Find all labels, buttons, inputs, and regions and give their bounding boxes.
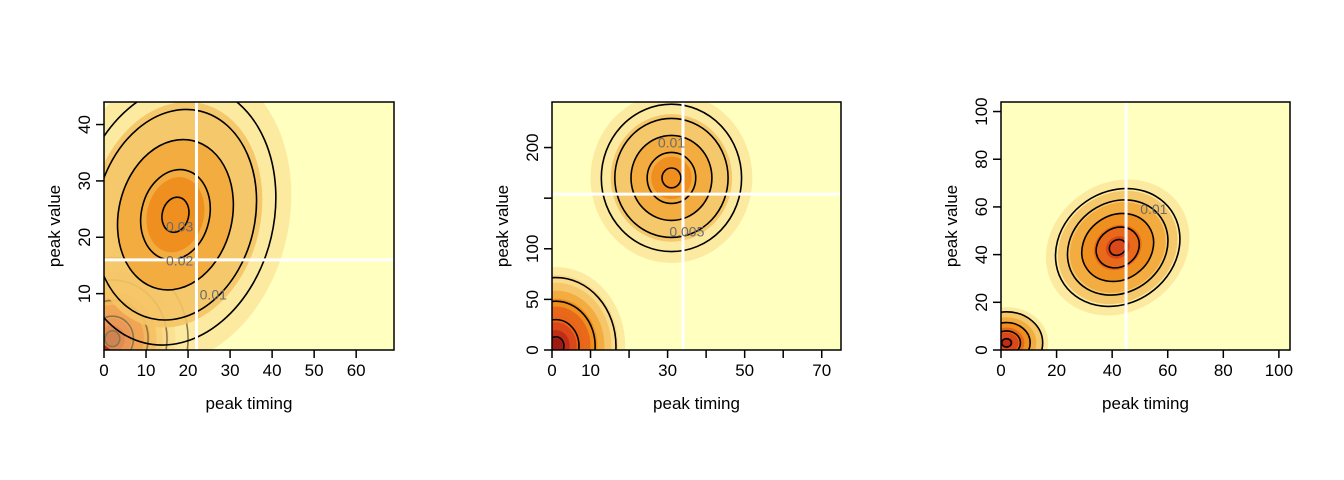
contour-line xyxy=(661,167,682,189)
x-tick-label: 10 xyxy=(137,361,156,380)
y-tick-label: 30 xyxy=(75,171,94,190)
y-tick-label: 100 xyxy=(523,235,542,263)
contour-label: 0.02 xyxy=(166,252,193,268)
contour-line xyxy=(552,335,565,350)
contour-line xyxy=(116,138,235,291)
contour-line xyxy=(552,276,617,350)
plot-area: 0.01 xyxy=(1001,102,1190,350)
x-tick-label: 0 xyxy=(996,361,1005,380)
panel-1: 0.03 0.02 0.01 0 10 20 30 40 50 60 10 20 30 40 peak ti… xyxy=(45,101,395,413)
density-mode-2 xyxy=(590,102,753,263)
y-axis-title: peak value xyxy=(493,185,512,267)
y-tick-label: 20 xyxy=(75,228,94,247)
x-tick-label: 40 xyxy=(263,361,282,380)
contour-line xyxy=(1001,330,1022,350)
x-tick-label: 20 xyxy=(1047,361,1066,380)
contour-line xyxy=(1095,226,1141,269)
contour-line xyxy=(104,108,258,321)
y-tick-label: 10 xyxy=(75,284,94,303)
contour-line xyxy=(1054,187,1181,308)
contour-label: 0.03 xyxy=(166,219,193,235)
density-mode-1 xyxy=(552,267,626,350)
x-tick-label: 70 xyxy=(812,361,831,380)
x-axis-title: peak timing xyxy=(1102,394,1189,413)
x-tick-label: 50 xyxy=(305,361,324,380)
x-tick-label: 100 xyxy=(1265,361,1293,380)
plot-frame xyxy=(103,101,395,351)
y-tick-label: 20 xyxy=(972,293,991,312)
contour-line xyxy=(1001,311,1044,350)
density-band xyxy=(552,338,563,350)
x-tick-label: 30 xyxy=(658,361,677,380)
contour-line xyxy=(552,300,596,350)
contour-line xyxy=(1066,199,1169,296)
y-tick-label: 60 xyxy=(972,197,991,216)
plot-area: 0.03 0.02 0.01 xyxy=(104,102,394,350)
panel-2: 0.01 0.005 0 10 30 50 70 0 50 100 200 peak timing pe… xyxy=(493,101,842,413)
x-tick-label: 80 xyxy=(1214,361,1233,380)
contour-label: 0.01 xyxy=(658,135,685,151)
x-tick-label: 60 xyxy=(1158,361,1177,380)
x-tick-label: 30 xyxy=(221,361,240,380)
x-tick-label: 60 xyxy=(347,361,366,380)
contour-label: 0.01 xyxy=(1140,201,1167,217)
plot-frame xyxy=(551,101,842,351)
x-tick-label: 0 xyxy=(99,361,108,380)
density-mode-1 xyxy=(1001,307,1049,350)
y-tick-label: 40 xyxy=(75,115,94,134)
density-mode-2 xyxy=(1045,179,1190,316)
contour-label: 0.005 xyxy=(669,224,704,240)
y-axis-title: peak value xyxy=(45,185,64,267)
density-mode-2 xyxy=(104,102,292,350)
x-tick-label: 20 xyxy=(179,361,198,380)
density-band xyxy=(146,177,205,253)
plot-frame xyxy=(1000,101,1291,351)
contour-line xyxy=(1081,212,1155,283)
y-tick-label: 50 xyxy=(523,290,542,309)
contour-line xyxy=(104,102,277,346)
plot-area: 0.01 0.005 xyxy=(552,102,841,350)
y-tick-label: 40 xyxy=(972,245,991,264)
contour-line xyxy=(1001,321,1031,350)
y-tick-label: 0 xyxy=(523,345,542,354)
x-tick-label: 50 xyxy=(735,361,754,380)
contour-line xyxy=(161,196,190,234)
y-axis-title: peak value xyxy=(942,185,961,267)
y-tick-label: 80 xyxy=(972,150,991,169)
y-tick-label: 200 xyxy=(523,133,542,161)
x-axis-title: peak timing xyxy=(206,394,293,413)
x-tick-label: 0 xyxy=(547,361,556,380)
panel-3: 0.01 0 20 40 60 80 100 0 20 40 60 80 100 peak timing p… xyxy=(942,97,1293,413)
x-tick-label: 10 xyxy=(581,361,600,380)
y-tick-label: 100 xyxy=(972,97,991,125)
contour-line xyxy=(630,134,713,222)
contour-label: 0.01 xyxy=(200,286,227,302)
contour-line xyxy=(614,117,729,239)
contour-line xyxy=(600,103,743,253)
x-tick-label: 40 xyxy=(1103,361,1122,380)
contour-line xyxy=(646,151,697,205)
y-tick-label: 0 xyxy=(972,345,991,354)
contour-line xyxy=(552,318,580,350)
x-axis-title: peak timing xyxy=(653,394,740,413)
